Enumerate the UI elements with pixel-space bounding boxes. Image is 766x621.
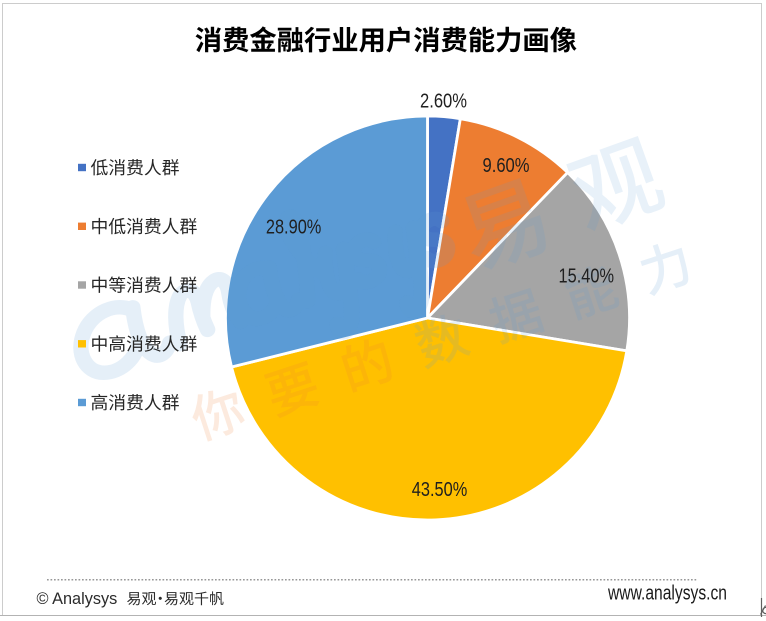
svg-text:© Analysys: © Analysys <box>37 590 118 608</box>
svg-text:2.60%: 2.60% <box>420 91 467 113</box>
svg-text:9.60%: 9.60% <box>483 155 530 177</box>
svg-text:43.50%: 43.50% <box>412 479 468 501</box>
svg-text:28.90%: 28.90% <box>266 217 322 239</box>
svg-text:www.analysys.cn: www.analysys.cn <box>607 582 727 605</box>
svg-text:15.40%: 15.40% <box>559 266 615 288</box>
